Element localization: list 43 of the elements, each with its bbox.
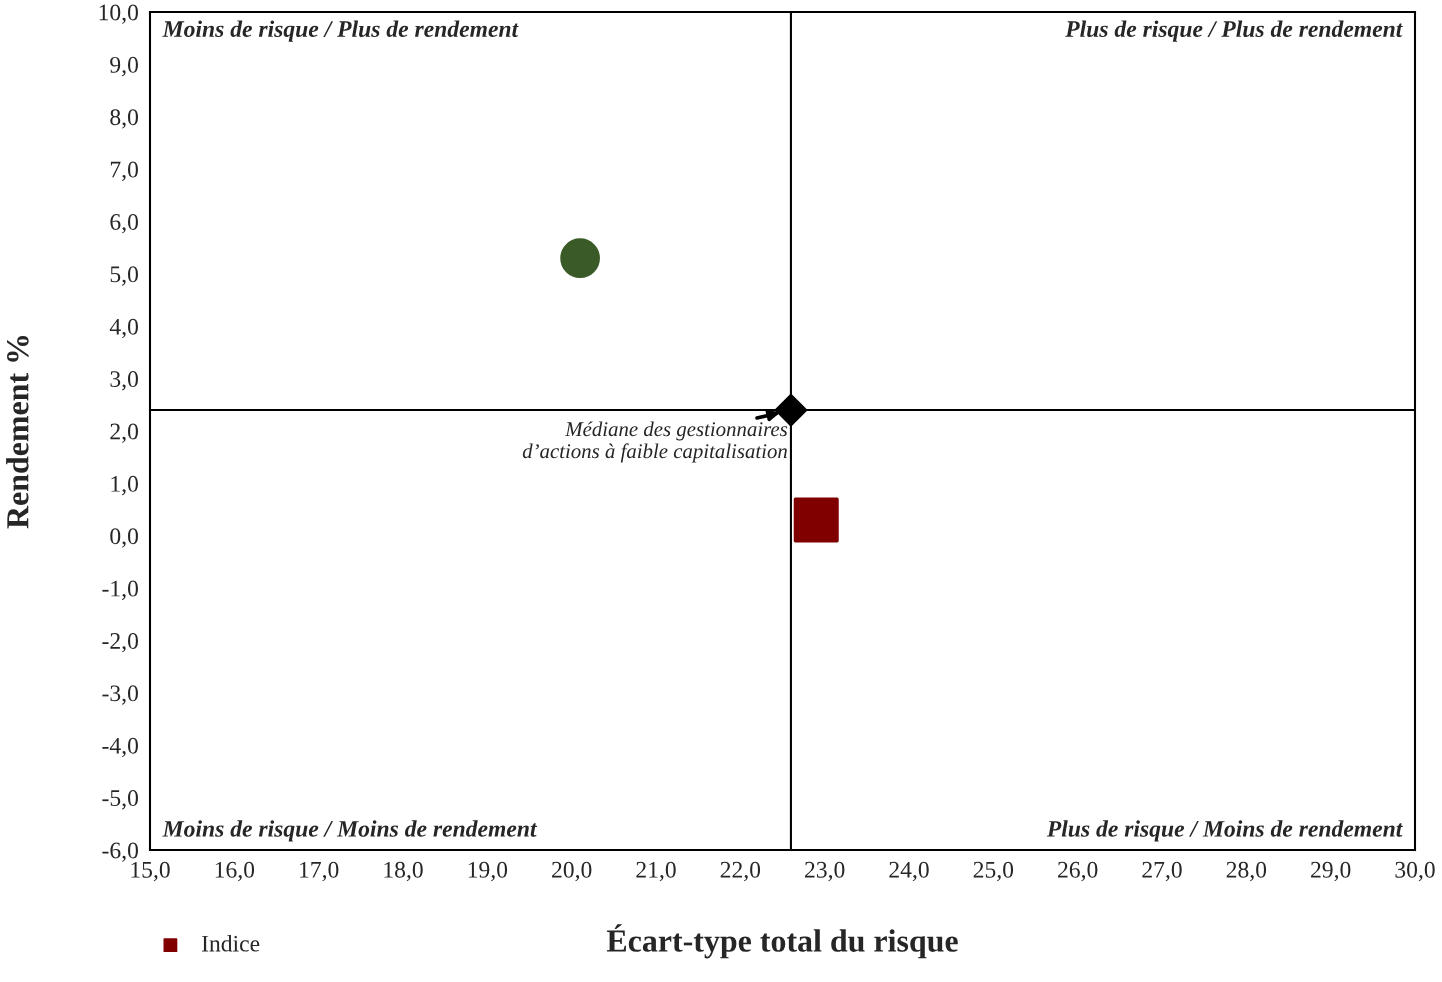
x-tick-label: 26,0 — [1058, 861, 1098, 882]
y-tick-label: 1,0 — [111, 475, 138, 496]
x-tick-label: 21,0 — [636, 861, 676, 882]
y-tick-label: 0,0 — [110, 528, 138, 548]
y-tick-label: 7,0 — [110, 161, 138, 181]
annotation: Moins de risque / Moins de rendement — [162, 820, 538, 842]
y-tick-label: 10,0 — [99, 4, 138, 24]
x-tick-label: 15,0 — [131, 861, 170, 882]
x-tick-label: 30,0 — [1395, 861, 1435, 882]
x-tick-label: 28,0 — [1226, 861, 1267, 882]
y-tick-label: 2,0 — [110, 423, 138, 443]
x-tick-label: 24,0 — [889, 861, 929, 882]
y-tick-label: -3,0 — [102, 685, 138, 705]
y-tick-label: -6,0 — [102, 842, 138, 862]
y-tick-label: -5,0 — [102, 790, 138, 810]
y-tick-label: 4,0 — [109, 318, 138, 339]
x-tick-label: 19,0 — [468, 861, 508, 882]
y-tick-label: -2,0 — [102, 632, 138, 653]
y-tick-label: 9,0 — [110, 56, 138, 77]
x-tick-label: 22,0 — [720, 861, 761, 882]
y-axis-title: Rendement % — [6, 335, 29, 529]
x-tick-label: 27,0 — [1142, 861, 1182, 882]
annotation: Plus de risque / Moins de rendement — [1046, 820, 1403, 842]
annotation: Médiane des gestionnaires d’actions à faible capitalisation — [522, 421, 788, 463]
annotation: Moins de risque / Plus de rendement — [162, 20, 519, 42]
y-tick-label: 6,0 — [110, 213, 138, 234]
annotation: Plus de risque / Plus de rendement — [1065, 20, 1403, 42]
x-tick-label: 17,0 — [300, 861, 339, 882]
x-tick-label: 25,0 — [973, 861, 1014, 882]
point — [560, 238, 600, 279]
x-axis-title: Écart-type total du risque — [606, 924, 958, 959]
x-tick-label: 23,0 — [805, 861, 845, 882]
x-tick-label: 18,0 — [384, 861, 423, 882]
x-tick-label: 16,0 — [215, 861, 255, 882]
y-tick-label: 8,0 — [110, 109, 138, 129]
legend-label: Indice — [201, 935, 260, 952]
y-tick-label: -4,0 — [102, 737, 138, 758]
y-tick-label: 3,0 — [110, 371, 138, 391]
x-tick-label: 29,0 — [1311, 861, 1351, 882]
x-tick-label: 20,0 — [552, 861, 592, 882]
y-tick-label: 5,0 — [110, 266, 138, 286]
y-tick-label: -1,0 — [102, 580, 138, 600]
point — [793, 497, 839, 543]
